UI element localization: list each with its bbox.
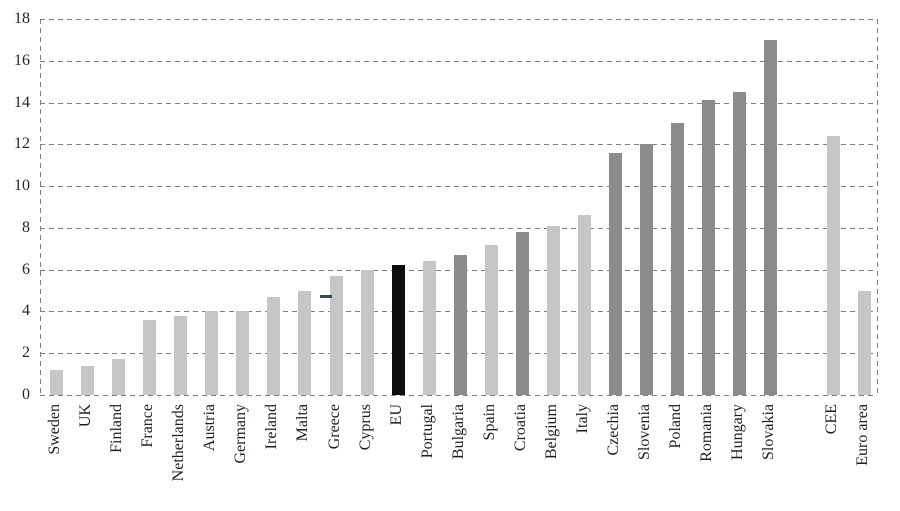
gridline-y-8 (40, 227, 877, 229)
y-tick-label-14: 14 (14, 93, 30, 111)
bar-portugal (422, 261, 436, 395)
x-tick-label-slovakia: Slovakia (760, 404, 778, 460)
x-tick-label-hungary: Hungary (729, 404, 747, 460)
x-tick-label-finland: Finland (108, 404, 126, 453)
x-tick-label-romania: Romania (698, 404, 716, 462)
bar-austria (205, 311, 219, 395)
y-tick-label-0: 0 (22, 386, 30, 403)
bar-netherlands (174, 315, 188, 395)
gridline-y-16 (40, 60, 877, 62)
bar-spain (484, 244, 498, 395)
x-tick-label-ireland: Ireland (263, 404, 281, 450)
x-tick-label-bulgaria: Bulgaria (449, 404, 467, 460)
y-tick-label-12: 12 (14, 135, 30, 153)
x-tick-label-poland: Poland (667, 404, 685, 449)
bar-sweden (50, 369, 63, 395)
bar-poland (671, 123, 685, 395)
plot-border-right (877, 19, 878, 395)
x-tick-label-sweden: Sweden (46, 404, 63, 455)
gridline-y-10 (40, 186, 877, 188)
gridline-y-12 (40, 144, 877, 146)
bar-cee (826, 135, 840, 395)
bar-euro-area (857, 290, 871, 395)
bar-croatia (515, 232, 529, 395)
x-tick-label-eu: EU (387, 404, 405, 426)
x-tick-label-slovenia: Slovenia (636, 404, 654, 460)
bar-italy (578, 215, 592, 395)
y-tick-label-16: 16 (14, 51, 30, 69)
bar-bulgaria (453, 255, 467, 395)
y-tick-label-6: 6 (22, 260, 30, 278)
y-tick-label-2: 2 (22, 344, 30, 362)
x-tick-label-cyprus: Cyprus (356, 404, 374, 451)
bar-slovakia (764, 39, 778, 395)
bar-uk (81, 365, 95, 395)
gridline-y-0 (40, 395, 877, 396)
bar-belgium (546, 225, 560, 395)
bar-germany (236, 311, 250, 395)
x-tick-label-belgium: Belgium (542, 404, 560, 460)
x-tick-label-croatia: Croatia (511, 404, 529, 452)
plot-border-left (40, 19, 41, 395)
bar-finland (112, 359, 126, 395)
y-tick-label-8: 8 (22, 218, 30, 236)
bar-ireland (267, 296, 281, 395)
bar-slovenia (640, 144, 654, 395)
bar-hungary (733, 92, 747, 395)
x-tick-label-france: France (139, 404, 157, 448)
x-tick-label-cee: CEE (822, 404, 840, 435)
x-tick-label-portugal: Portugal (418, 404, 436, 459)
x-tick-label-austria: Austria (201, 404, 219, 452)
x-tick-label-uk: UK (77, 404, 95, 428)
x-tick-label-germany: Germany (232, 404, 250, 464)
bar-romania (702, 100, 716, 395)
marker-dash-greece (319, 295, 332, 299)
y-tick-label-18: 18 (14, 10, 30, 27)
bar-czechia (609, 152, 623, 395)
x-tick-label-netherlands: Netherlands (170, 404, 188, 482)
bar-cyprus (360, 269, 374, 395)
gridline-y-14 (40, 102, 877, 104)
x-tick-label-spain: Spain (480, 404, 498, 441)
x-tick-label-euro-area: Euro area (853, 404, 871, 466)
y-tick-label-10: 10 (14, 177, 30, 195)
x-tick-label-malta: Malta (294, 404, 312, 442)
bar-france (143, 319, 157, 395)
bar-malta (298, 290, 312, 395)
x-tick-label-italy: Italy (574, 404, 592, 434)
x-tick-label-czechia: Czechia (605, 404, 623, 456)
y-tick-label-4: 4 (22, 302, 30, 320)
gridline-y-18 (40, 19, 877, 20)
bar-eu (391, 265, 405, 395)
x-tick-label-greece: Greece (325, 404, 343, 450)
bar-greece (329, 275, 343, 395)
